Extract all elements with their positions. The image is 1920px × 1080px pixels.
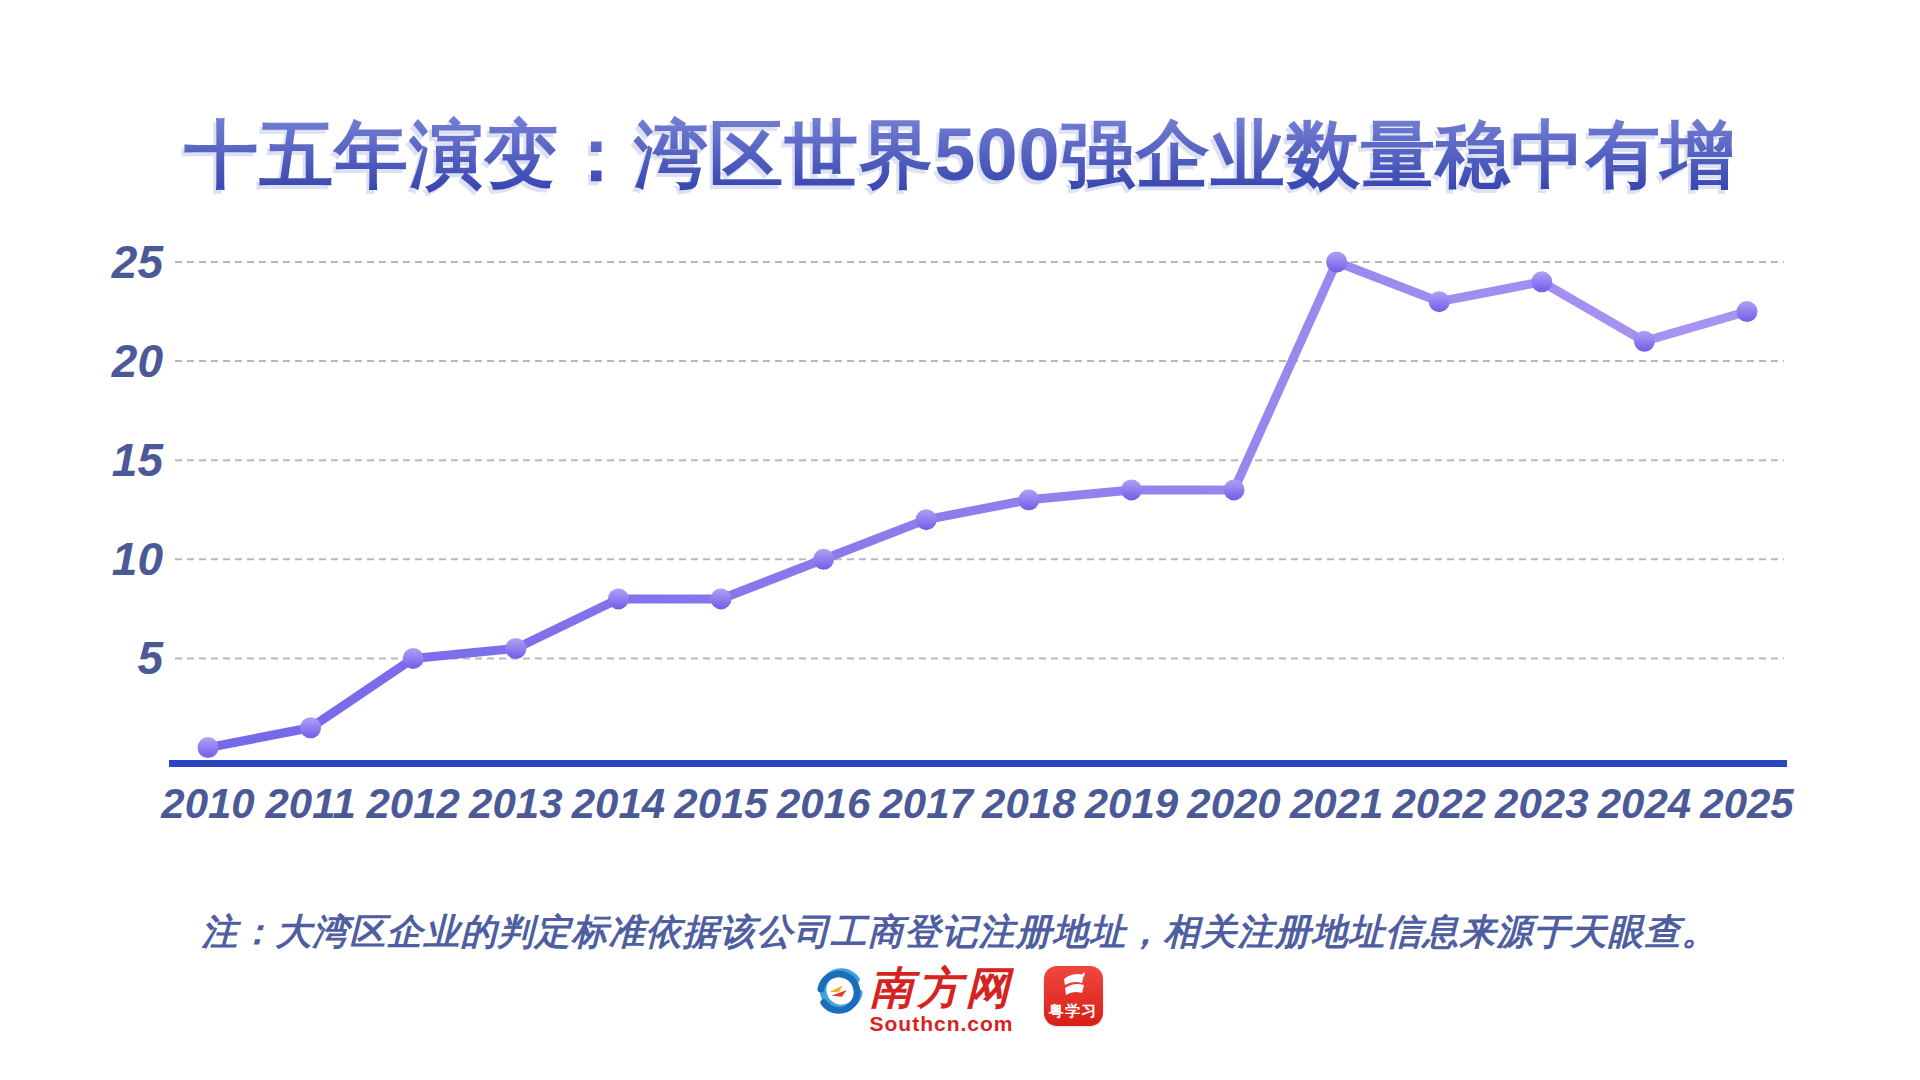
x-tick-label: 2016: [776, 780, 871, 827]
x-tick-label: 2013: [468, 780, 562, 827]
footer-logos: 南方网 Southcn.com 粤学习: [0, 966, 1920, 1034]
y-tick-label: 10: [112, 533, 164, 585]
southcn-swirl-icon: [817, 966, 863, 1016]
data-point: [711, 588, 732, 609]
x-axis-labels: 2010201120122013201420152016201720182019…: [160, 780, 1794, 827]
data-point: [1018, 489, 1039, 510]
yuexuexi-logo: 粤学习: [1044, 966, 1103, 1026]
data-point: [608, 588, 629, 609]
data-point: [300, 717, 321, 738]
yuexuexi-label: 粤学习: [1049, 1002, 1097, 1021]
data-point: [1121, 479, 1142, 500]
southcn-logo-cn: 南方网: [869, 966, 1013, 1010]
data-point: [198, 737, 219, 758]
y-tick-label: 15: [112, 434, 165, 486]
x-tick-label: 2017: [878, 780, 974, 827]
data-point: [1429, 291, 1450, 312]
x-tick-label: 2024: [1597, 780, 1691, 827]
x-tick-label: 2019: [1084, 780, 1179, 827]
x-tick-label: 2015: [673, 780, 768, 827]
data-point: [1737, 301, 1758, 322]
x-tick-label: 2025: [1699, 780, 1794, 827]
x-tick-label: 2020: [1186, 780, 1280, 827]
data-point: [1326, 252, 1347, 273]
data-points: [198, 252, 1758, 759]
x-tick-label: 2023: [1494, 780, 1588, 827]
data-point: [1634, 331, 1655, 352]
southcn-logo: 南方网 Southcn.com: [817, 966, 1013, 1034]
y-tick-label: 5: [137, 632, 164, 684]
data-point: [505, 638, 526, 659]
y-tick-label: 25: [111, 236, 165, 288]
x-tick-label: 2012: [365, 780, 459, 827]
data-point: [1224, 479, 1245, 500]
data-point: [403, 648, 424, 669]
data-point: [916, 509, 937, 530]
southcn-logo-en: Southcn.com: [869, 1013, 1013, 1034]
x-tick-label: 2014: [571, 780, 665, 827]
x-tick-label: 2022: [1391, 780, 1485, 827]
data-point: [813, 549, 834, 570]
x-tick-label: 2010: [160, 780, 254, 827]
y-tick-label: 20: [111, 335, 164, 387]
x-tick-label: 2021: [1289, 780, 1383, 827]
x-tick-label: 2011: [264, 780, 355, 827]
chart-note: 注：大湾区企业的判定标准依据该公司工商登记注册地址，相关注册地址信息来源于天眼查…: [0, 908, 1920, 957]
data-point: [1531, 271, 1552, 292]
infographic-page: 十五年演变：湾区世界500强企业数量稳中有增 51015202520102011…: [0, 0, 1920, 1080]
yuexuexi-book-icon: [1056, 971, 1090, 1001]
data-line: [208, 262, 1747, 748]
x-tick-label: 2018: [981, 780, 1076, 827]
southcn-logo-text: 南方网 Southcn.com: [869, 966, 1013, 1034]
gridlines: 5 10 15 20 25: [111, 236, 1784, 684]
